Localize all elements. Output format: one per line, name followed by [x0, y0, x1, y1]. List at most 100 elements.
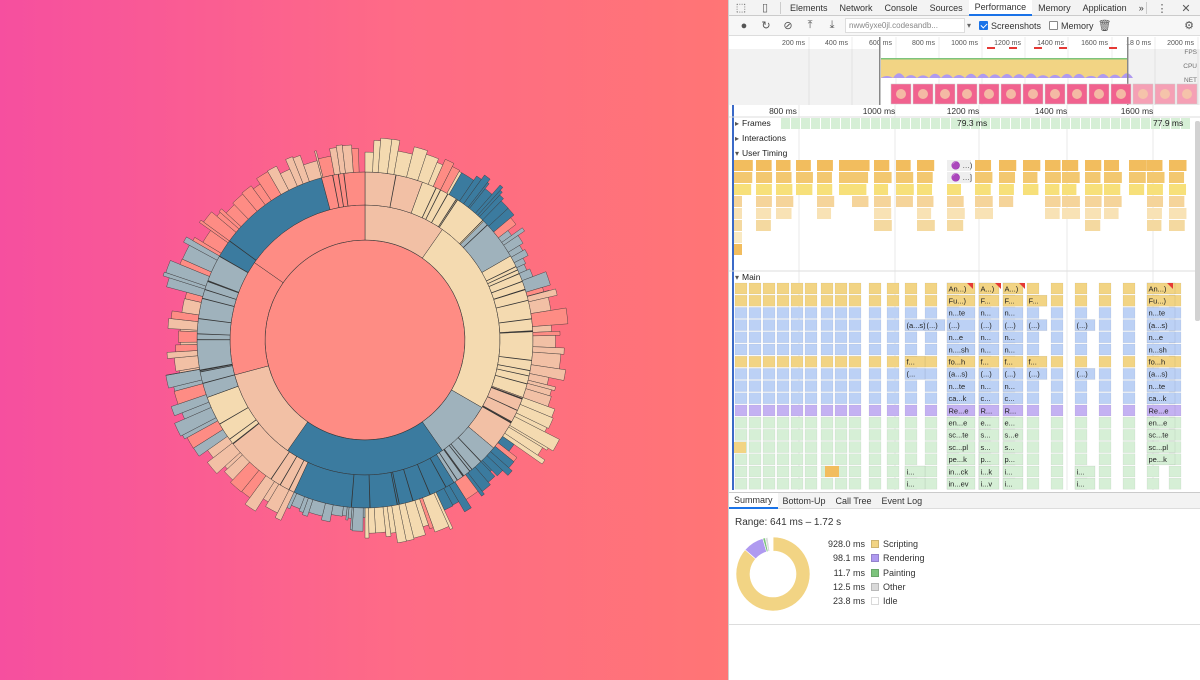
- flame-block: [804, 441, 818, 453]
- chevron-down-icon[interactable]: ▾: [967, 21, 972, 30]
- tab-call-tree[interactable]: Call Tree: [835, 495, 872, 506]
- flame-block-label: (a...s): [1149, 370, 1169, 379]
- screenshot-thumbnail-content: [1028, 89, 1038, 99]
- legend-value: 928.0 ms: [827, 539, 865, 550]
- frame-block: [831, 118, 840, 129]
- selection-handle-left: [879, 37, 881, 105]
- flame-tick-label: 1200 ms: [947, 106, 980, 116]
- sunburst-divider: [421, 187, 437, 218]
- flame-block: [820, 307, 834, 319]
- user-timing-block: [1147, 160, 1163, 171]
- settings-icon[interactable]: ⚙: [1184, 20, 1194, 32]
- user-timing-block: [1169, 184, 1187, 195]
- screenshot-thumbnail-content: [1006, 89, 1016, 99]
- tab-event-log[interactable]: Event Log: [881, 495, 923, 506]
- flame-block-labeled: [904, 355, 926, 368]
- flame-block: [834, 319, 848, 331]
- flame-block: [776, 392, 790, 405]
- flame-block-label: n...: [981, 382, 991, 391]
- memory-checkbox[interactable]: Memory: [1049, 21, 1094, 31]
- flame-block-label: sc...pl: [1149, 443, 1169, 452]
- record-icon[interactable]: ●: [740, 19, 748, 32]
- sunburst-leaf: [532, 335, 556, 348]
- device-toolbar-icon[interactable]: ▯: [761, 2, 769, 14]
- checkbox-box[interactable]: [979, 21, 989, 30]
- long-task-marker: [987, 47, 995, 49]
- tab-network[interactable]: Network: [839, 2, 873, 13]
- more-tabs-button[interactable]: »: [1138, 2, 1144, 13]
- clear-icon[interactable]: ⊘: [783, 20, 793, 32]
- flame-block: [868, 416, 882, 429]
- flame-block: [848, 343, 862, 356]
- frame-block: [1031, 118, 1040, 129]
- flame-block: [790, 307, 804, 319]
- tab-application[interactable]: Application: [1082, 2, 1127, 13]
- inspect-element-icon[interactable]: ⬚: [735, 2, 747, 14]
- flame-block: [790, 380, 804, 392]
- user-timing-mark: [947, 160, 971, 171]
- tab-console[interactable]: Console: [884, 2, 918, 13]
- trash-icon[interactable]: 🗑: [1097, 20, 1112, 32]
- frame-block: [1001, 118, 1010, 129]
- cpu-rendering-area: [953, 75, 965, 78]
- divider: [1146, 2, 1147, 14]
- tabbar-right: ⋮ ✕: [1143, 0, 1198, 16]
- close-icon[interactable]: ✕: [1181, 2, 1191, 15]
- user-timing-block: [776, 208, 792, 219]
- timeline-overview[interactable]: 200 ms 400 ms 600 ms 800 ms 1000 ms 1200 ms 14…: [729, 37, 1200, 105]
- flame-block: [748, 465, 762, 478]
- sunburst-chart[interactable]: [0, 0, 728, 680]
- flame-block-labeled: [978, 343, 1000, 356]
- flame-block: [1098, 465, 1112, 478]
- user-timing-block: [896, 172, 914, 183]
- flame-block: [1122, 441, 1136, 453]
- screenshots-checkbox[interactable]: Screenshots: [979, 21, 1041, 31]
- flame-block: [848, 380, 862, 392]
- tab-memory[interactable]: Memory: [1038, 2, 1071, 13]
- user-timing-block: [1129, 160, 1147, 171]
- user-timing-block: [817, 172, 832, 183]
- legend-label: Scripting: [883, 539, 919, 550]
- flame-block: [1098, 380, 1112, 392]
- upload-icon[interactable]: ⤒: [807, 19, 813, 31]
- flame-block-label: An...): [949, 284, 967, 293]
- frame-block: [971, 118, 980, 129]
- cpu-scripting-area: [881, 58, 1127, 78]
- checkbox-box[interactable]: [1049, 21, 1059, 30]
- reload-icon[interactable]: ↻: [761, 20, 771, 32]
- flame-block-labeled: [1026, 368, 1048, 380]
- tab-bottom-up[interactable]: Bottom-Up: [782, 495, 826, 506]
- flame-block-label: ca...k: [949, 394, 967, 403]
- frame-block: [891, 118, 900, 129]
- user-timing-block: [734, 184, 742, 195]
- tab-sources[interactable]: Sources: [929, 2, 963, 13]
- flame-block-labeled: [978, 392, 1000, 405]
- flame-block-labeled: [1074, 465, 1096, 478]
- tab-summary[interactable]: Summary: [729, 492, 778, 509]
- flame-block: [904, 331, 918, 344]
- flame-block: [848, 429, 862, 441]
- frame-duration: 79.3 ms: [957, 118, 987, 128]
- flame-block: [762, 331, 776, 344]
- sunburst-divider: [207, 280, 239, 294]
- tab-elements[interactable]: Elements: [790, 2, 828, 13]
- flame-chart[interactable]: 800 ms 1000 ms 1200 ms 1400 ms 1600 ms ▸ Frame…: [729, 105, 1200, 490]
- user-timing-block: [776, 184, 793, 195]
- flame-block: [762, 465, 776, 478]
- recording-url-select[interactable]: nww6yxe0jl.codesandb...: [845, 18, 965, 33]
- kebab-menu-icon[interactable]: ⋮: [1156, 2, 1168, 15]
- flame-block: [868, 429, 882, 441]
- user-timing-block: [1104, 184, 1121, 195]
- sunburst-divider: [219, 407, 249, 425]
- fps-line: [881, 58, 1127, 60]
- flame-block-labeled: [946, 441, 976, 453]
- tab-performance[interactable]: Performance: [968, 0, 1033, 16]
- flame-block: [904, 453, 918, 466]
- flame-block: [1026, 404, 1040, 417]
- download-icon[interactable]: ⤓: [829, 19, 835, 31]
- flame-block: [776, 465, 790, 478]
- flame-block: [868, 465, 882, 478]
- frame-block: [931, 118, 940, 129]
- sunburst-divider: [337, 174, 344, 207]
- flame-block: [1026, 380, 1040, 392]
